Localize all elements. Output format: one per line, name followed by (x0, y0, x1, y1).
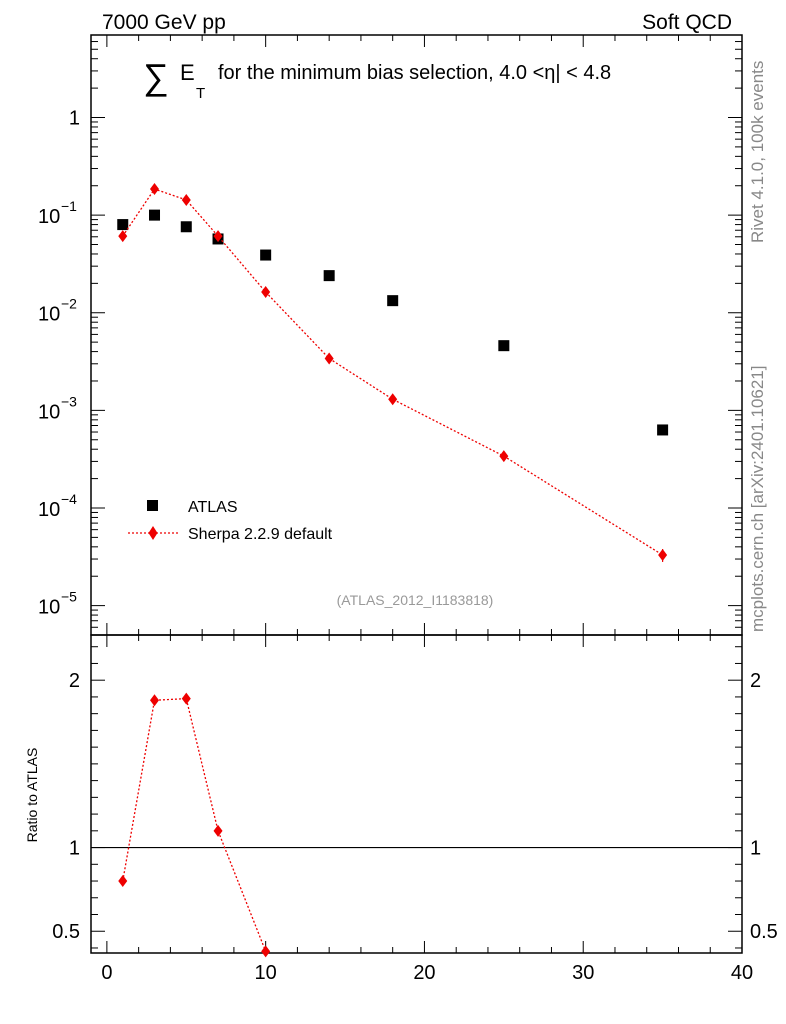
y-tick-label: 2 (69, 670, 80, 692)
y-tick-label: 0.5 (52, 921, 80, 943)
atlas-data-point (117, 219, 129, 231)
y-tick-exponent: −3 (61, 393, 77, 409)
ratio-sherpa-point (181, 692, 191, 705)
analysis-id-label: (ATLAS_2012_I1183818) (337, 592, 494, 608)
y-tick-exponent: −5 (61, 589, 77, 605)
main-series (117, 183, 669, 562)
legend: ATLAS Sherpa 2.2.9 default (128, 499, 333, 543)
legend-sherpa-marker (148, 526, 158, 540)
sherpa-data-point (658, 548, 668, 561)
title-e-symbol: E (180, 60, 195, 85)
sherpa-data-point (181, 193, 191, 206)
legend-sherpa-label: Sherpa 2.2.9 default (188, 526, 333, 543)
y-tick-exponent: −1 (61, 198, 77, 214)
ratio-series (118, 692, 271, 958)
y-tick-label: 1 (69, 838, 80, 860)
legend-atlas-marker (147, 500, 158, 511)
ratio-ylabel: Ratio to ATLAS (24, 748, 40, 843)
atlas-data-point (180, 221, 192, 233)
y-tick-label-right: 1 (750, 838, 761, 860)
x-tick-label: 20 (413, 962, 435, 984)
y-tick-exponent: −2 (61, 296, 77, 312)
sherpa-data-point (150, 183, 160, 196)
header-category-label: Soft QCD (642, 11, 732, 34)
atlas-data-point (387, 295, 399, 307)
ratio-sherpa-point (261, 945, 271, 958)
mcplots-url-label: mcplots.cern.ch [arXiv:2401.10621] (748, 365, 767, 632)
y-tick-exponent: −4 (61, 491, 77, 507)
ratio-sherpa-point (118, 875, 128, 888)
atlas-data-point (149, 209, 161, 221)
atlas-data-point (323, 270, 335, 282)
sherpa-data-point (118, 230, 128, 243)
title-t-subscript: T (196, 85, 205, 102)
atlas-data-point (498, 340, 510, 352)
atlas-data-point (657, 424, 669, 436)
y-tick-label: 10 (38, 401, 60, 423)
ratio-sherpa-point (213, 824, 223, 837)
sherpa-data-point (324, 352, 334, 365)
y-tick-label-right: 2 (750, 670, 761, 692)
y-tick-label: 10 (38, 597, 60, 619)
x-tick-label: 0 (101, 962, 112, 984)
x-tick-label: 30 (572, 962, 594, 984)
main-axes: 110−110−210−310−410−5 (38, 34, 743, 647)
y-tick-label: 10 (38, 304, 60, 326)
y-tick-label: 1 (69, 108, 80, 130)
y-tick-label: 10 (38, 206, 60, 228)
ratio-plot-frame (90, 634, 743, 954)
rivet-version-label: Rivet 4.1.0, 100k events (748, 60, 767, 243)
y-tick-label: 10 (38, 499, 60, 521)
sherpa-data-point (261, 286, 271, 299)
x-tick-label: 10 (255, 962, 277, 984)
sherpa-data-point (388, 393, 398, 406)
chart-title: for the minimum bias selection, 4.0 <η| … (218, 62, 611, 84)
sherpa-data-point (213, 230, 223, 243)
sherpa-data-point (499, 450, 509, 463)
header-energy-label: 7000 GeV pp (102, 11, 226, 34)
main-plot-frame (90, 34, 743, 636)
ratio-sherpa-line (122, 697, 267, 952)
title-sum-symbol: ∑ (143, 56, 169, 97)
x-tick-label: 40 (731, 962, 753, 984)
atlas-data-point (260, 249, 272, 261)
ratio-axes: 0 10 20 30 40 0.5 0.5 1 1 2 2 (52, 646, 778, 984)
ratio-sherpa-point (150, 694, 160, 707)
y-tick-label-right: 0.5 (750, 921, 778, 943)
legend-atlas-label: ATLAS (188, 499, 238, 516)
